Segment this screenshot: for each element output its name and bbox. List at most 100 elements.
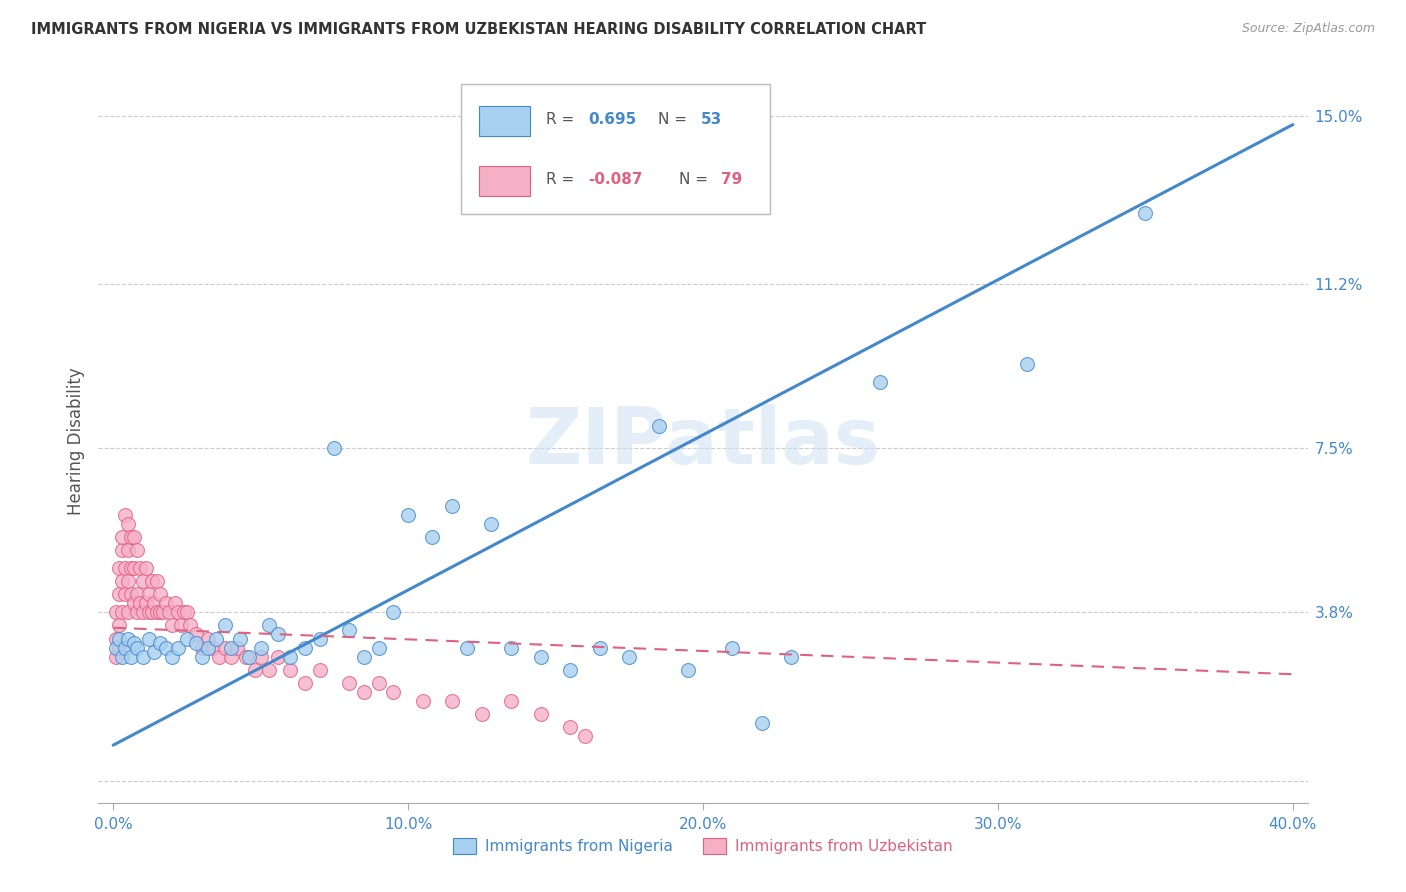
Point xyxy=(111,605,134,619)
Point xyxy=(122,561,145,575)
Point xyxy=(259,663,281,677)
Point xyxy=(155,640,177,655)
Point xyxy=(278,663,301,677)
Point xyxy=(179,618,201,632)
Point xyxy=(117,605,139,619)
Point xyxy=(471,707,494,722)
Point xyxy=(125,640,148,655)
Point xyxy=(184,627,207,641)
Point xyxy=(219,649,242,664)
Point xyxy=(117,632,139,646)
Point xyxy=(120,587,142,601)
Point xyxy=(249,649,271,664)
Point xyxy=(114,561,136,575)
Text: IMMIGRANTS FROM NIGERIA VS IMMIGRANTS FROM UZBEKISTAN HEARING DISABILITY CORRELA: IMMIGRANTS FROM NIGERIA VS IMMIGRANTS FR… xyxy=(31,22,927,37)
Point xyxy=(589,640,612,655)
Point xyxy=(560,721,582,735)
Text: 79: 79 xyxy=(721,172,742,186)
Point xyxy=(131,649,153,664)
Point xyxy=(530,649,553,664)
Point xyxy=(214,640,236,655)
Point xyxy=(122,636,145,650)
Point xyxy=(152,605,174,619)
Text: 0.695: 0.695 xyxy=(588,112,637,127)
Point xyxy=(108,587,131,601)
Point xyxy=(111,543,134,558)
Point xyxy=(197,632,219,646)
Point xyxy=(114,587,136,601)
Point xyxy=(619,649,641,664)
Point xyxy=(138,587,160,601)
Point xyxy=(149,587,172,601)
Point xyxy=(412,694,434,708)
Point xyxy=(108,561,131,575)
Text: Source: ZipAtlas.com: Source: ZipAtlas.com xyxy=(1241,22,1375,36)
Point xyxy=(238,649,260,664)
Point xyxy=(117,574,139,589)
Point xyxy=(560,663,582,677)
Point xyxy=(678,663,700,677)
Point xyxy=(111,530,134,544)
Point xyxy=(122,530,145,544)
Point xyxy=(382,605,405,619)
Point xyxy=(243,663,266,677)
Point xyxy=(135,596,157,610)
Point xyxy=(157,605,180,619)
Point xyxy=(278,649,301,664)
Point xyxy=(308,663,330,677)
Point xyxy=(337,623,360,637)
Text: 53: 53 xyxy=(700,112,721,127)
Point xyxy=(138,605,160,619)
Point xyxy=(120,530,142,544)
Point xyxy=(105,605,128,619)
Point xyxy=(229,632,252,646)
Point xyxy=(367,676,389,690)
Point xyxy=(202,640,225,655)
Text: N =: N = xyxy=(679,172,707,186)
Point xyxy=(441,694,464,708)
Point xyxy=(167,605,190,619)
Point xyxy=(869,375,891,389)
Point xyxy=(138,632,160,646)
Point xyxy=(160,618,183,632)
Point xyxy=(122,596,145,610)
Point xyxy=(294,640,316,655)
Point xyxy=(1017,357,1039,371)
Point xyxy=(160,649,183,664)
Point xyxy=(190,640,212,655)
Point xyxy=(259,618,281,632)
Point xyxy=(117,543,139,558)
Point xyxy=(141,605,163,619)
Point xyxy=(294,676,316,690)
Point xyxy=(111,649,134,664)
Point xyxy=(120,649,142,664)
Point xyxy=(128,561,150,575)
Point xyxy=(170,618,193,632)
Point xyxy=(105,649,128,664)
Text: -0.087: -0.087 xyxy=(588,172,643,186)
Point xyxy=(125,587,148,601)
Point xyxy=(176,605,198,619)
Point xyxy=(105,632,128,646)
Point xyxy=(382,685,405,699)
Point xyxy=(441,499,464,513)
Point xyxy=(353,649,375,664)
Point xyxy=(143,645,166,659)
Point xyxy=(456,640,478,655)
Point xyxy=(205,632,228,646)
Point xyxy=(128,596,150,610)
Point xyxy=(105,640,128,655)
Point xyxy=(184,636,207,650)
Point xyxy=(108,640,131,655)
Point xyxy=(396,508,419,522)
Point xyxy=(125,605,148,619)
Point xyxy=(146,605,169,619)
Point xyxy=(155,596,177,610)
FancyBboxPatch shape xyxy=(479,166,530,196)
Point xyxy=(530,707,553,722)
Point xyxy=(479,516,502,531)
Point xyxy=(501,694,523,708)
Point xyxy=(367,640,389,655)
Point xyxy=(131,574,153,589)
FancyBboxPatch shape xyxy=(461,84,769,214)
